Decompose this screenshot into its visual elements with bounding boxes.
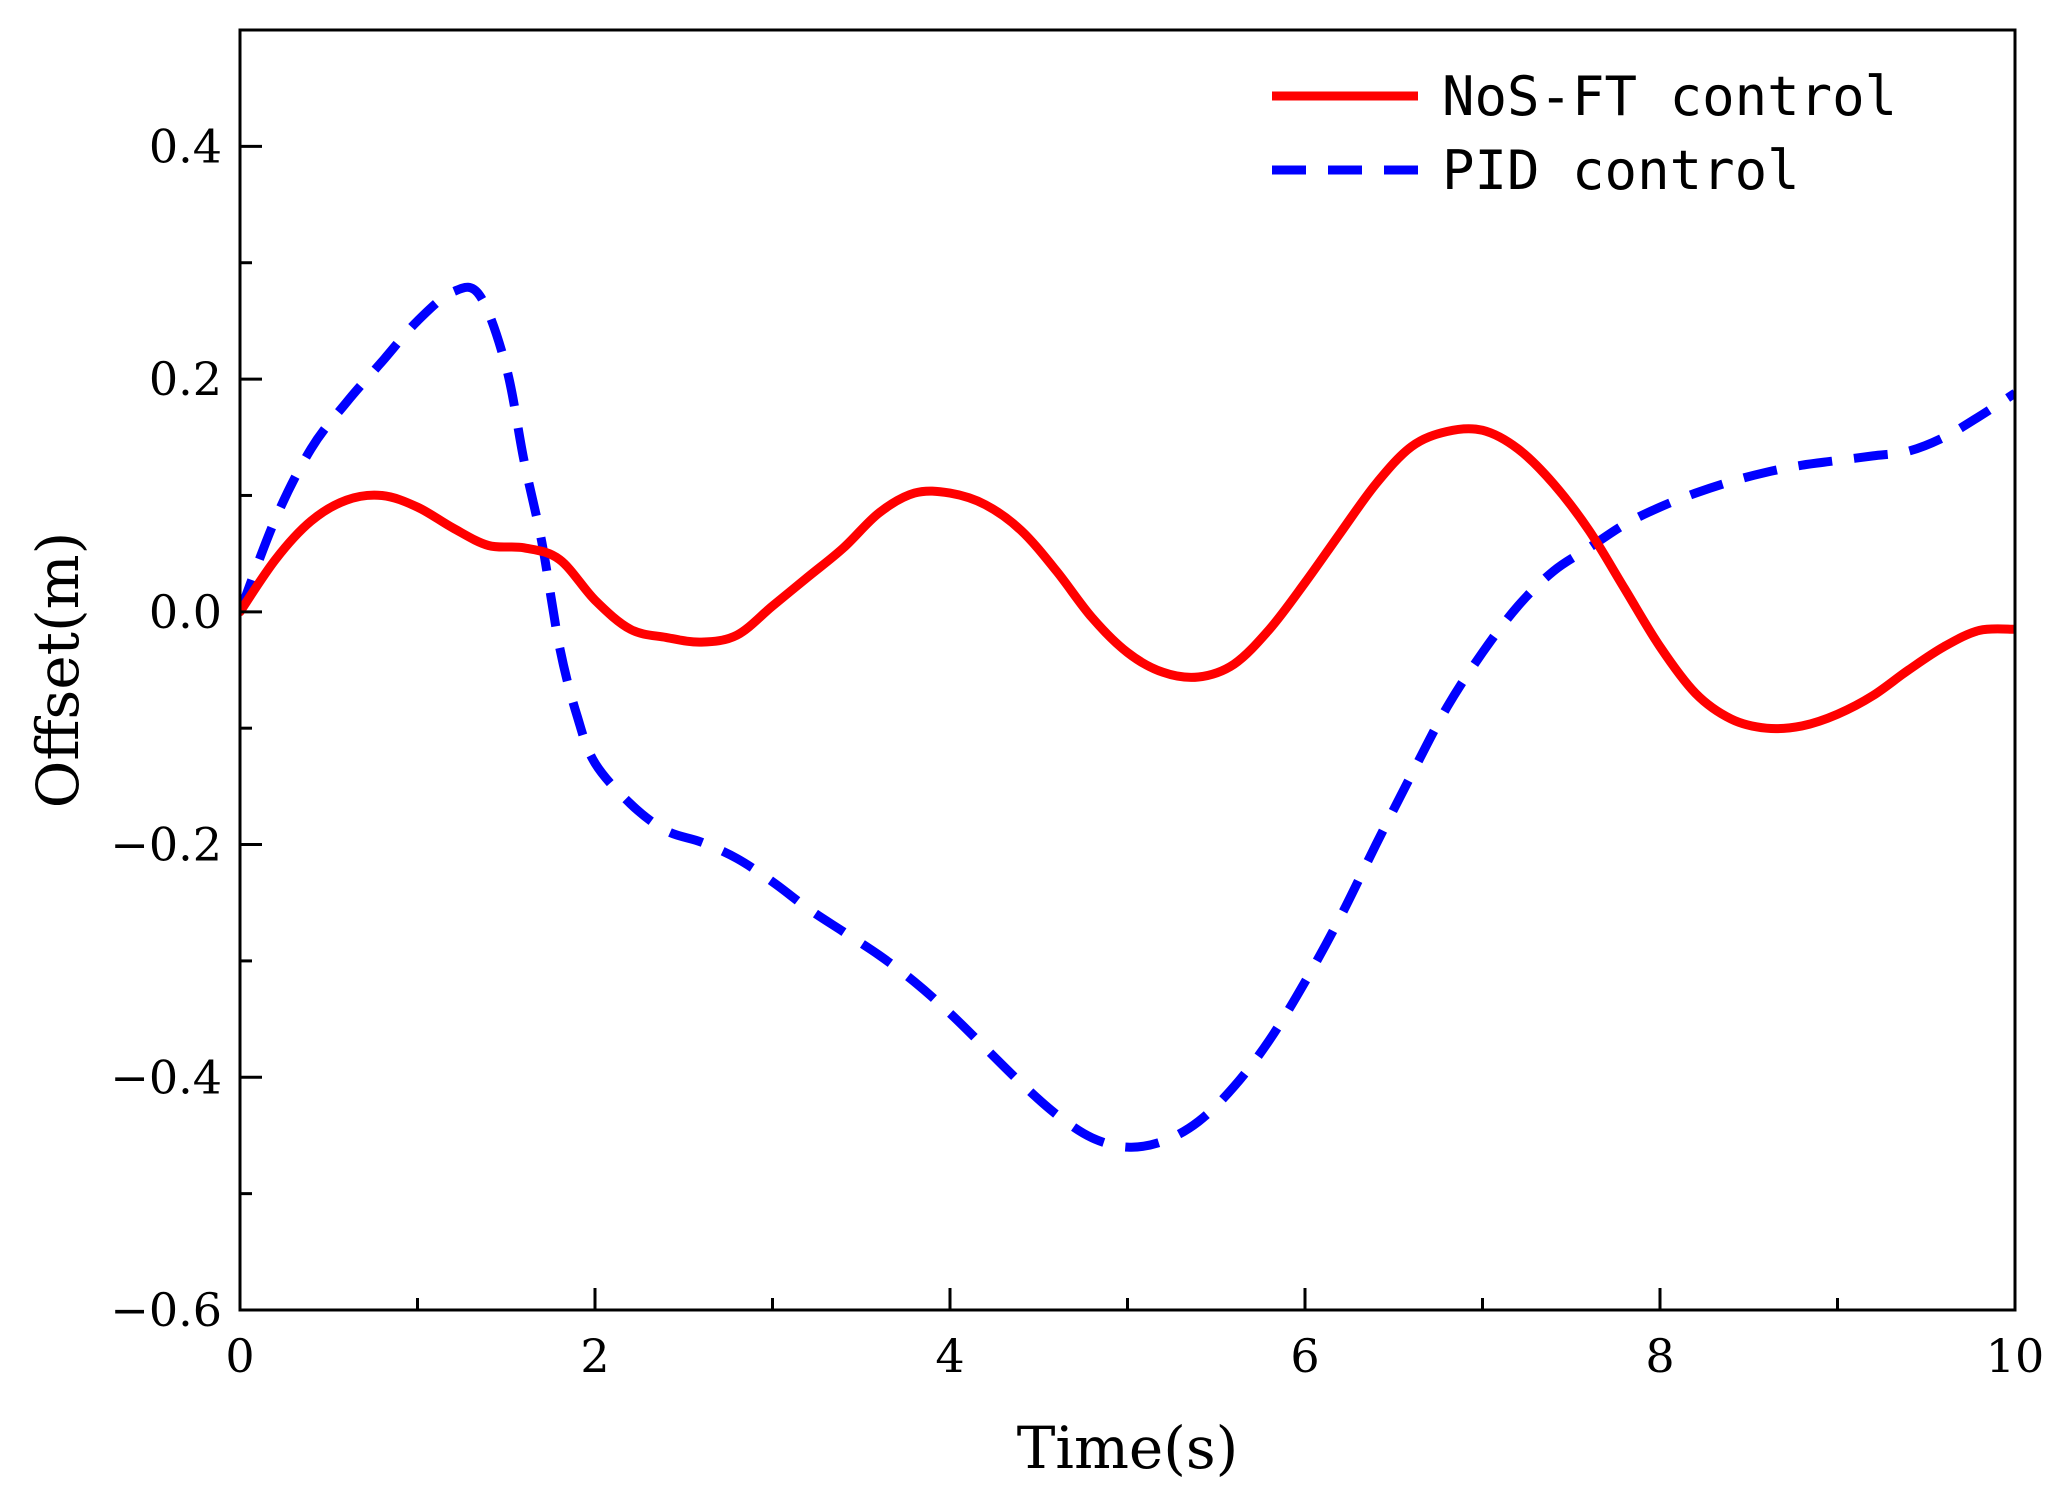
y-axis-title: Offset(m)	[24, 532, 92, 808]
legend: NoS-FT control PID control	[1272, 65, 1897, 202]
legend-label-nos-ft-control: NoS-FT control	[1442, 65, 1897, 128]
y-tick-label: −0.2	[110, 818, 222, 872]
x-tick-label: 2	[580, 1329, 609, 1383]
x-tick-label: 6	[1290, 1329, 1319, 1383]
x-tick-label: 4	[935, 1329, 964, 1383]
series-line-pid-control	[240, 282, 2015, 1152]
legend-item-pid-control: PID control	[1272, 139, 1800, 202]
y-tick-label: −0.4	[110, 1050, 222, 1104]
x-tick-label: 0	[225, 1329, 254, 1383]
x-axis-title: Time(s)	[1017, 1414, 1239, 1482]
legend-label-pid-control: PID control	[1442, 139, 1800, 202]
x-tick-label: 8	[1645, 1329, 1674, 1383]
x-tick-label: 10	[1986, 1329, 2045, 1383]
legend-item-nos-ft-control: NoS-FT control	[1272, 65, 1897, 128]
series-layer	[240, 282, 2015, 1152]
y-tick-label: −0.6	[110, 1283, 222, 1337]
y-tick-label: 0.4	[149, 119, 222, 173]
series-line-nos-ft-control	[240, 424, 2015, 734]
y-tick-label: 0.0	[149, 585, 222, 639]
axes-layer: 0 2 4 6 8 10 −0.6 −0.4 −0.2 0.0 0.2 0.4	[110, 28, 2045, 1383]
y-tick-label: 0.2	[149, 352, 222, 406]
plot-frame	[238, 28, 2017, 1312]
